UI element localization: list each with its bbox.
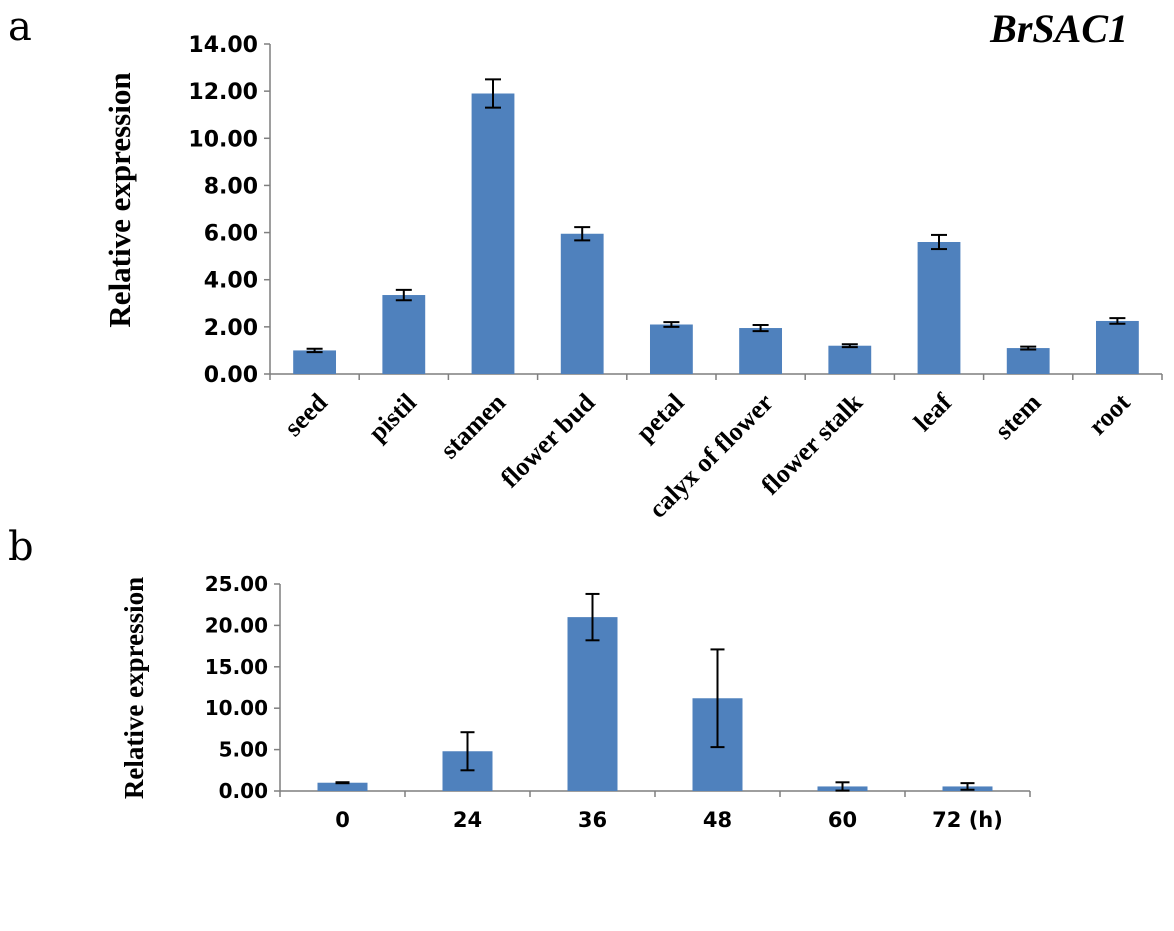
chart-a-y-tick-label: 6.00: [204, 222, 258, 247]
chart-a-y-tick-label: 12.00: [188, 80, 258, 105]
panel-b-letter: b: [8, 524, 34, 570]
chart-a-y-tick-label: 8.00: [204, 174, 258, 199]
chart-a-bar: [382, 295, 426, 374]
chart-a-bar: [1006, 348, 1050, 374]
chart-b-category-label: 48: [703, 808, 732, 832]
chart-a-bar: [293, 350, 337, 374]
chart-a-y-tick-label: 2.00: [204, 316, 258, 341]
chart-b-category-label: 24: [453, 808, 482, 832]
chart-b-category-label: 36: [578, 808, 607, 832]
panel-a-letter: a: [8, 4, 32, 50]
chart-a-category-label: petal: [630, 388, 689, 447]
chart-a-y-tick-label: 10.00: [188, 127, 258, 152]
chart-b-y-tick-label: 20.00: [205, 613, 268, 637]
chart-a-category-label: stamen: [435, 387, 512, 464]
chart-b-y-tick-label: 10.00: [205, 696, 268, 720]
chart-a-category-label: stem: [989, 388, 1046, 445]
chart-b-y-tick-label: 15.00: [205, 655, 268, 679]
chart-a-bar: [560, 233, 604, 374]
chart-a-title: BrSAC1: [989, 6, 1128, 51]
chart-a-y-tick-label: 4.00: [204, 269, 258, 294]
chart-b-y-tick-label: 25.00: [205, 572, 268, 596]
chart-b-category-label: 72 (h): [932, 808, 1003, 832]
chart-b-ylabel: Relative expression: [119, 577, 149, 799]
chart-a-category-label: root: [1083, 387, 1136, 440]
chart-b: 0.00 5.00 10.00 15.00 20.00 25.00 0 24 36 48 60 72 …: [205, 572, 1031, 832]
chart-a-bar: [471, 93, 515, 374]
chart-a-bar: [917, 242, 961, 374]
chart-a-ylabel: Relative expression: [102, 72, 137, 327]
chart-b-bar: [567, 617, 618, 791]
chart-a-bar: [1095, 320, 1139, 374]
chart-b-bar: [317, 782, 368, 791]
chart-a-bar: [739, 328, 783, 374]
chart-a-category-label: leaf: [908, 387, 957, 436]
chart-a-category-label: pistil: [363, 388, 422, 447]
chart-a-y-tick-label: 14.00: [188, 33, 258, 58]
chart-b-y-tick-label: 5.00: [219, 738, 268, 762]
chart-a-category-label: seed: [279, 387, 334, 442]
chart-b-category-label: 0: [335, 808, 350, 832]
chart-a-bar: [828, 345, 872, 374]
chart-b-y-tick-label: 0.00: [219, 779, 268, 803]
chart-a-y-tick-label: 0.00: [204, 363, 258, 388]
chart-b-category-label: 60: [828, 808, 857, 832]
chart-a-category-label: flower bud: [495, 387, 601, 493]
chart-a-bar: [649, 324, 693, 374]
